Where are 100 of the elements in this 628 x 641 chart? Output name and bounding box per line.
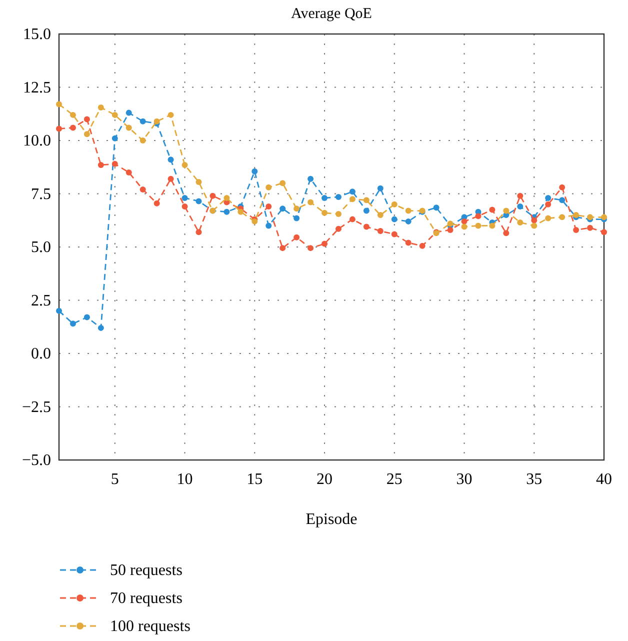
point [461,218,468,224]
point [168,176,174,182]
point [56,308,62,314]
point [503,208,510,214]
point [405,218,412,224]
point [349,216,356,222]
point [391,216,398,222]
point [377,212,384,218]
point [489,206,496,213]
x-tick-label: 10 [176,471,193,488]
point [517,204,524,210]
point [70,112,76,118]
x-tick-label: 40 [596,471,612,488]
point [56,126,62,132]
x-tick-label: 30 [456,471,472,488]
point [405,240,412,246]
point [84,131,90,138]
chart-title: Average QoE [291,6,372,22]
point [447,226,454,233]
point [56,101,62,108]
point [112,135,118,142]
point [196,198,202,204]
x-tick-label: 20 [316,471,333,488]
point [545,215,552,222]
point [84,314,90,320]
point [126,110,132,116]
point [363,208,370,214]
point [70,320,76,327]
point [252,168,258,174]
y-tick-label: 12.5 [23,79,51,96]
point [238,208,244,215]
point [461,224,468,230]
point [545,195,552,202]
legend-label: 100 requests [110,618,190,635]
point [210,192,216,199]
point [531,217,538,224]
legend-label: 50 requests [110,562,182,579]
x-tick-label: 25 [386,471,402,488]
point [405,208,412,214]
point [308,199,314,206]
point [112,112,118,118]
point [363,197,370,204]
point [545,201,552,208]
point [280,206,286,212]
point [419,242,426,249]
y-tick-label: 2.5 [31,292,51,310]
point [503,230,510,236]
point [559,214,566,220]
point [349,188,356,195]
point [531,222,538,229]
x-tick-label: 5 [110,471,119,488]
point [349,196,356,202]
point [308,176,314,182]
point [266,184,272,190]
point [154,200,160,206]
point [322,195,328,202]
point [559,197,566,204]
y-tick-label: −2.5 [22,398,51,416]
point [224,208,230,215]
point [587,224,594,231]
point [140,118,146,124]
point [294,234,300,240]
point [196,179,202,186]
point [98,162,104,168]
point [182,162,188,168]
point [266,204,272,210]
point [475,222,482,229]
point [517,220,524,226]
point [433,204,440,211]
point [363,224,370,230]
point [280,180,286,186]
point [335,194,342,200]
legend-label: 70 requests [110,590,182,607]
point [377,185,384,192]
point [140,186,146,192]
point [98,324,104,331]
x-tick-label: 15 [246,471,263,488]
point [126,169,132,176]
point [377,228,384,234]
point [489,222,496,229]
point [335,210,342,217]
x-axis-title: Episode [306,511,358,528]
point [294,206,300,212]
y-tick-label: 5.0 [31,239,51,256]
point [224,195,230,202]
point [140,138,146,144]
point [391,231,398,238]
point [112,160,118,167]
point [126,124,132,131]
point [517,192,524,199]
point [182,204,188,210]
point [70,124,76,131]
y-tick-label: −5.0 [22,452,51,469]
y-tick-label: 7.5 [31,186,51,203]
point [168,156,174,163]
y-tick-label: 10.0 [23,132,51,150]
point [98,104,104,110]
point [573,226,580,233]
point [308,245,314,252]
point [559,184,566,190]
